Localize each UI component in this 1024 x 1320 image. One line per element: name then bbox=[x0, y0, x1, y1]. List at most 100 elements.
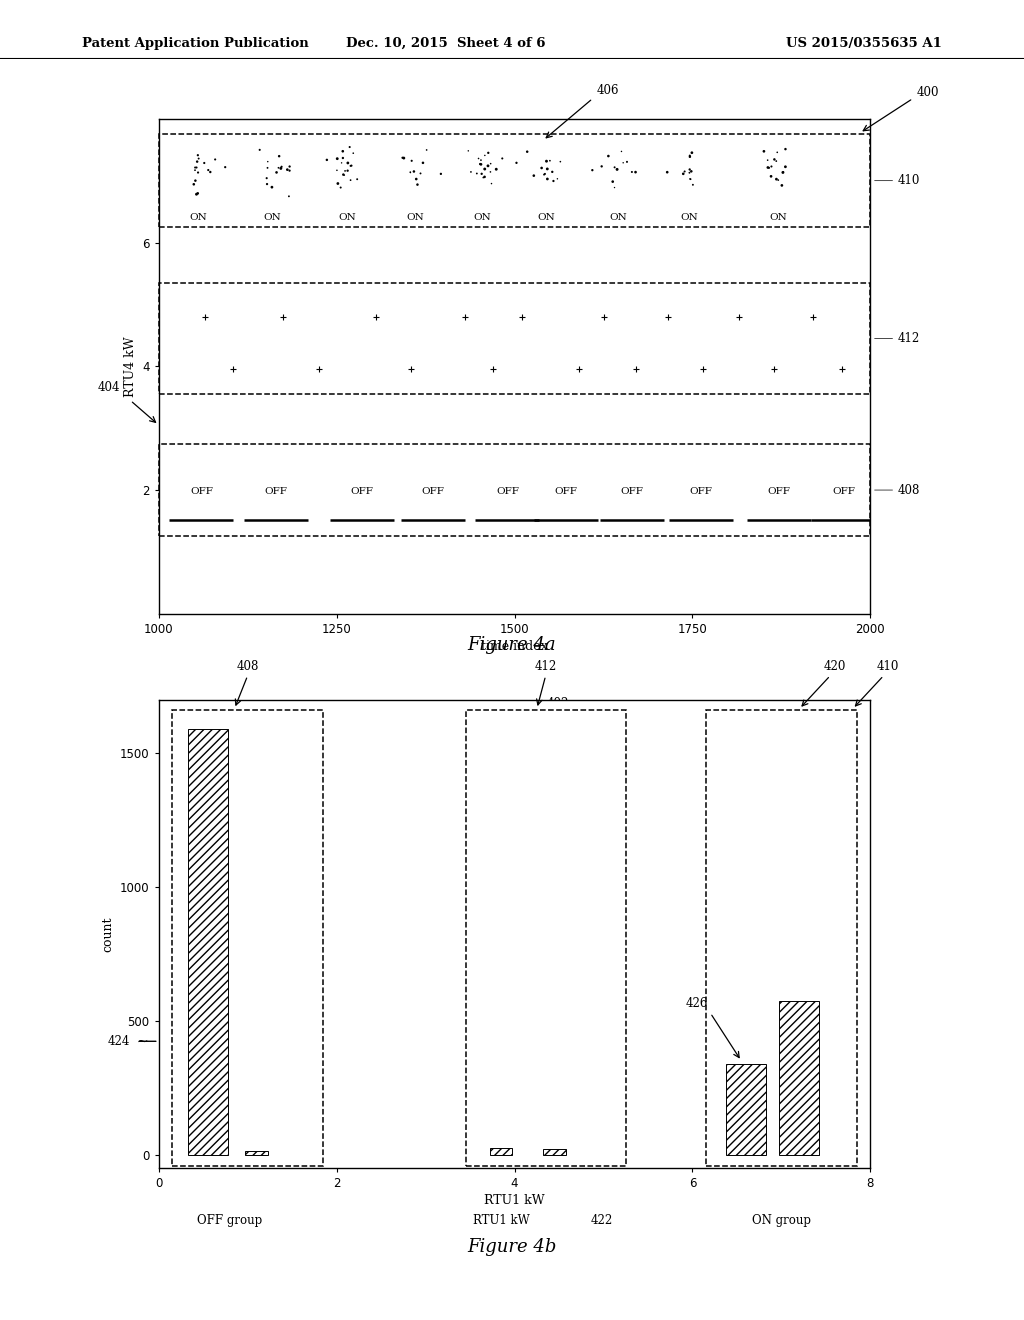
Point bbox=[542, 150, 558, 172]
Text: 402: 402 bbox=[547, 697, 569, 710]
Text: OFF: OFF bbox=[831, 487, 855, 496]
Bar bbox=[726, 1064, 766, 1155]
Point bbox=[540, 169, 556, 190]
Point bbox=[189, 145, 206, 166]
Point bbox=[609, 158, 626, 180]
Point bbox=[683, 161, 699, 182]
Point bbox=[775, 162, 792, 183]
Text: 424: 424 bbox=[108, 1035, 130, 1048]
Point bbox=[519, 141, 536, 162]
Point bbox=[329, 148, 345, 169]
Point bbox=[469, 162, 485, 183]
X-axis label: RTU1 kW: RTU1 kW bbox=[484, 1195, 545, 1208]
Text: OFF: OFF bbox=[350, 487, 373, 496]
Bar bbox=[246, 1151, 267, 1155]
Bar bbox=[466, 710, 626, 1166]
Bar bbox=[544, 1150, 565, 1155]
Point bbox=[768, 150, 784, 172]
Text: ON: ON bbox=[474, 213, 492, 222]
Point bbox=[342, 156, 358, 177]
Bar bbox=[779, 1001, 819, 1155]
Point bbox=[335, 164, 351, 185]
Point bbox=[341, 136, 357, 157]
Bar bbox=[159, 444, 870, 536]
Point bbox=[536, 164, 552, 185]
Point bbox=[403, 150, 420, 172]
Text: ON: ON bbox=[538, 213, 555, 222]
Point bbox=[760, 157, 776, 178]
Point bbox=[600, 145, 616, 166]
Point bbox=[482, 153, 499, 174]
Y-axis label: count: count bbox=[101, 916, 115, 952]
Text: OFF: OFF bbox=[190, 487, 213, 496]
Point bbox=[188, 183, 205, 205]
Point bbox=[196, 152, 212, 173]
Text: 412: 412 bbox=[897, 331, 920, 345]
X-axis label: time index: time index bbox=[481, 640, 548, 653]
Point bbox=[402, 161, 419, 182]
Point bbox=[606, 157, 623, 178]
Point bbox=[761, 157, 777, 178]
Point bbox=[483, 173, 500, 194]
Point bbox=[508, 152, 524, 173]
Point bbox=[682, 158, 698, 180]
Point bbox=[463, 161, 479, 182]
Point bbox=[677, 161, 693, 182]
Text: 412: 412 bbox=[535, 660, 557, 673]
Point bbox=[259, 157, 275, 178]
Text: RTU1 kW: RTU1 kW bbox=[473, 1213, 529, 1226]
Point bbox=[470, 148, 486, 169]
Text: ON: ON bbox=[407, 213, 424, 222]
Text: OFF: OFF bbox=[265, 487, 288, 496]
Text: OFF: OFF bbox=[496, 487, 519, 496]
Point bbox=[419, 140, 435, 161]
Point bbox=[545, 170, 561, 191]
Text: OFF group: OFF group bbox=[198, 1213, 262, 1226]
Text: ON group: ON group bbox=[752, 1213, 811, 1226]
Text: 426: 426 bbox=[686, 997, 709, 1010]
Point bbox=[472, 153, 488, 174]
Point bbox=[187, 170, 204, 191]
Point bbox=[433, 164, 450, 185]
Point bbox=[618, 152, 635, 173]
Point bbox=[475, 168, 492, 189]
Point bbox=[335, 148, 351, 169]
Text: 422: 422 bbox=[590, 1213, 612, 1226]
Text: 408: 408 bbox=[897, 483, 920, 496]
Point bbox=[413, 162, 429, 183]
Text: ON: ON bbox=[189, 213, 207, 222]
Point bbox=[271, 145, 288, 166]
Point bbox=[270, 157, 287, 178]
Text: ON: ON bbox=[769, 213, 786, 222]
Point bbox=[217, 157, 233, 178]
Bar bbox=[159, 282, 870, 395]
Point bbox=[335, 141, 351, 162]
Text: US 2015/0355635 A1: US 2015/0355635 A1 bbox=[786, 37, 942, 50]
Text: OFF: OFF bbox=[768, 487, 791, 496]
Point bbox=[549, 168, 565, 189]
Point bbox=[342, 169, 358, 190]
Point bbox=[207, 149, 223, 170]
Text: 400: 400 bbox=[916, 86, 939, 99]
Point bbox=[282, 160, 298, 181]
Point bbox=[340, 152, 356, 173]
Bar bbox=[490, 1148, 512, 1155]
Point bbox=[594, 156, 610, 177]
Point bbox=[760, 149, 776, 170]
Point bbox=[186, 160, 203, 181]
Bar bbox=[706, 710, 857, 1166]
Point bbox=[258, 168, 274, 189]
Point bbox=[189, 182, 206, 203]
Point bbox=[539, 158, 555, 180]
Point bbox=[349, 169, 366, 190]
Point bbox=[200, 160, 216, 181]
Point bbox=[259, 150, 275, 172]
Text: 410: 410 bbox=[877, 660, 899, 673]
Point bbox=[473, 164, 489, 185]
Text: 420: 420 bbox=[823, 660, 846, 673]
Point bbox=[339, 160, 355, 181]
Point bbox=[537, 164, 553, 185]
Point bbox=[659, 161, 676, 182]
Point bbox=[189, 150, 206, 172]
Point bbox=[774, 174, 791, 195]
